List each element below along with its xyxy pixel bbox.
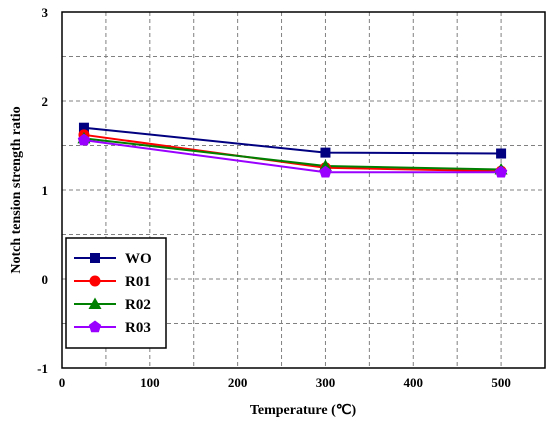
data-point-r03-1 — [319, 165, 332, 178]
tick-labels: 0 100 200 300 400 500 -1 0 1 2 3 — [37, 5, 511, 390]
legend-box — [65, 237, 167, 349]
legend-marker-r03 — [88, 320, 102, 333]
plot-frame — [61, 11, 546, 369]
x-tick-label-0: 0 — [59, 375, 66, 390]
y-tick-label-0: -1 — [37, 361, 48, 376]
x-tick-label-5: 500 — [491, 375, 511, 390]
data-point-wo-1 — [320, 147, 331, 158]
data-point-wo-2 — [496, 148, 507, 159]
legend-label-r03: R03 — [125, 320, 151, 336]
y-tick-label-3: 2 — [42, 94, 49, 109]
legend-marker-wo — [90, 253, 100, 263]
y-axis-title: Notch tension strength ratio — [9, 106, 24, 273]
grid — [62, 12, 545, 368]
x-tick-label-2: 200 — [228, 375, 248, 390]
legend-label-r02: R02 — [125, 297, 151, 313]
legend-marker-r01 — [89, 275, 101, 287]
x-axis-title: Temperature (℃) — [250, 403, 357, 418]
legend-label-r01: R01 — [125, 274, 151, 290]
x-tick-label-3: 300 — [316, 375, 336, 390]
legend-marker-r02 — [88, 297, 102, 309]
data-point-r03-0 — [77, 133, 91, 146]
y-tick-label-2: 1 — [42, 183, 49, 198]
y-tick-label-1: 0 — [42, 272, 49, 287]
series-layer — [77, 122, 508, 178]
legend: WO R01 R02 R03 — [65, 237, 167, 349]
legend-label-wo: WO — [125, 251, 152, 267]
x-tick-label-1: 100 — [140, 375, 160, 390]
x-tick-label-4: 400 — [404, 375, 424, 390]
data-point-wo-0 — [78, 122, 89, 133]
data-point-r03-2 — [494, 165, 508, 178]
y-tick-label-4: 3 — [42, 5, 49, 20]
